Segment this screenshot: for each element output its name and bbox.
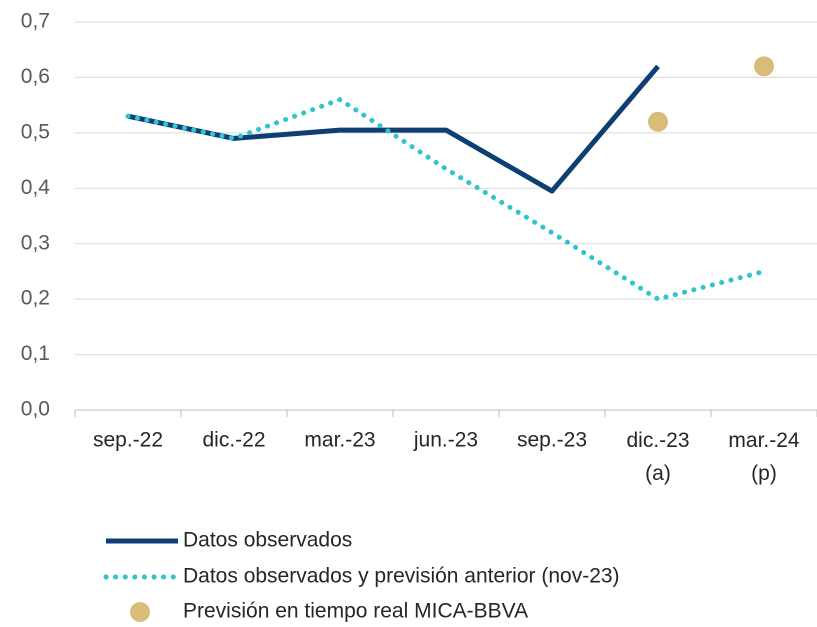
dotted-line: [125, 97, 767, 302]
x-tick-label: dic.-22: [202, 429, 265, 452]
x-tick-label: dic.-23 (a): [626, 429, 689, 485]
legend-label: Previsión en tiempo real MICA-BBVA: [183, 600, 528, 623]
legend-swatch: [130, 602, 150, 622]
x-tick-label: sep.-22: [93, 429, 163, 452]
legend-label: Datos observados: [183, 529, 352, 552]
forecast-marker: [754, 56, 774, 77]
x-tick-label: mar.-23: [304, 429, 375, 452]
y-tick-label: 0,6: [21, 65, 50, 88]
forecast-marker: [648, 111, 668, 132]
y-tick-label: 0,4: [21, 176, 51, 199]
y-tick-label: 0,5: [21, 120, 50, 143]
legend-label: Datos observados y previsión anterior (n…: [183, 565, 620, 588]
y-tick-label: 0,0: [21, 398, 50, 421]
x-tick-label: mar.-24 (p): [728, 429, 800, 485]
y-tick-label: 0,3: [21, 231, 50, 254]
line: [127, 64, 660, 194]
x-tick-label: sep.-23: [517, 429, 587, 452]
y-tick-label: 0,1: [21, 342, 50, 365]
y-tick-label: 0,7: [21, 10, 50, 33]
x-tick-label: jun.-23: [413, 429, 478, 452]
y-tick-label: 0,2: [21, 287, 50, 310]
